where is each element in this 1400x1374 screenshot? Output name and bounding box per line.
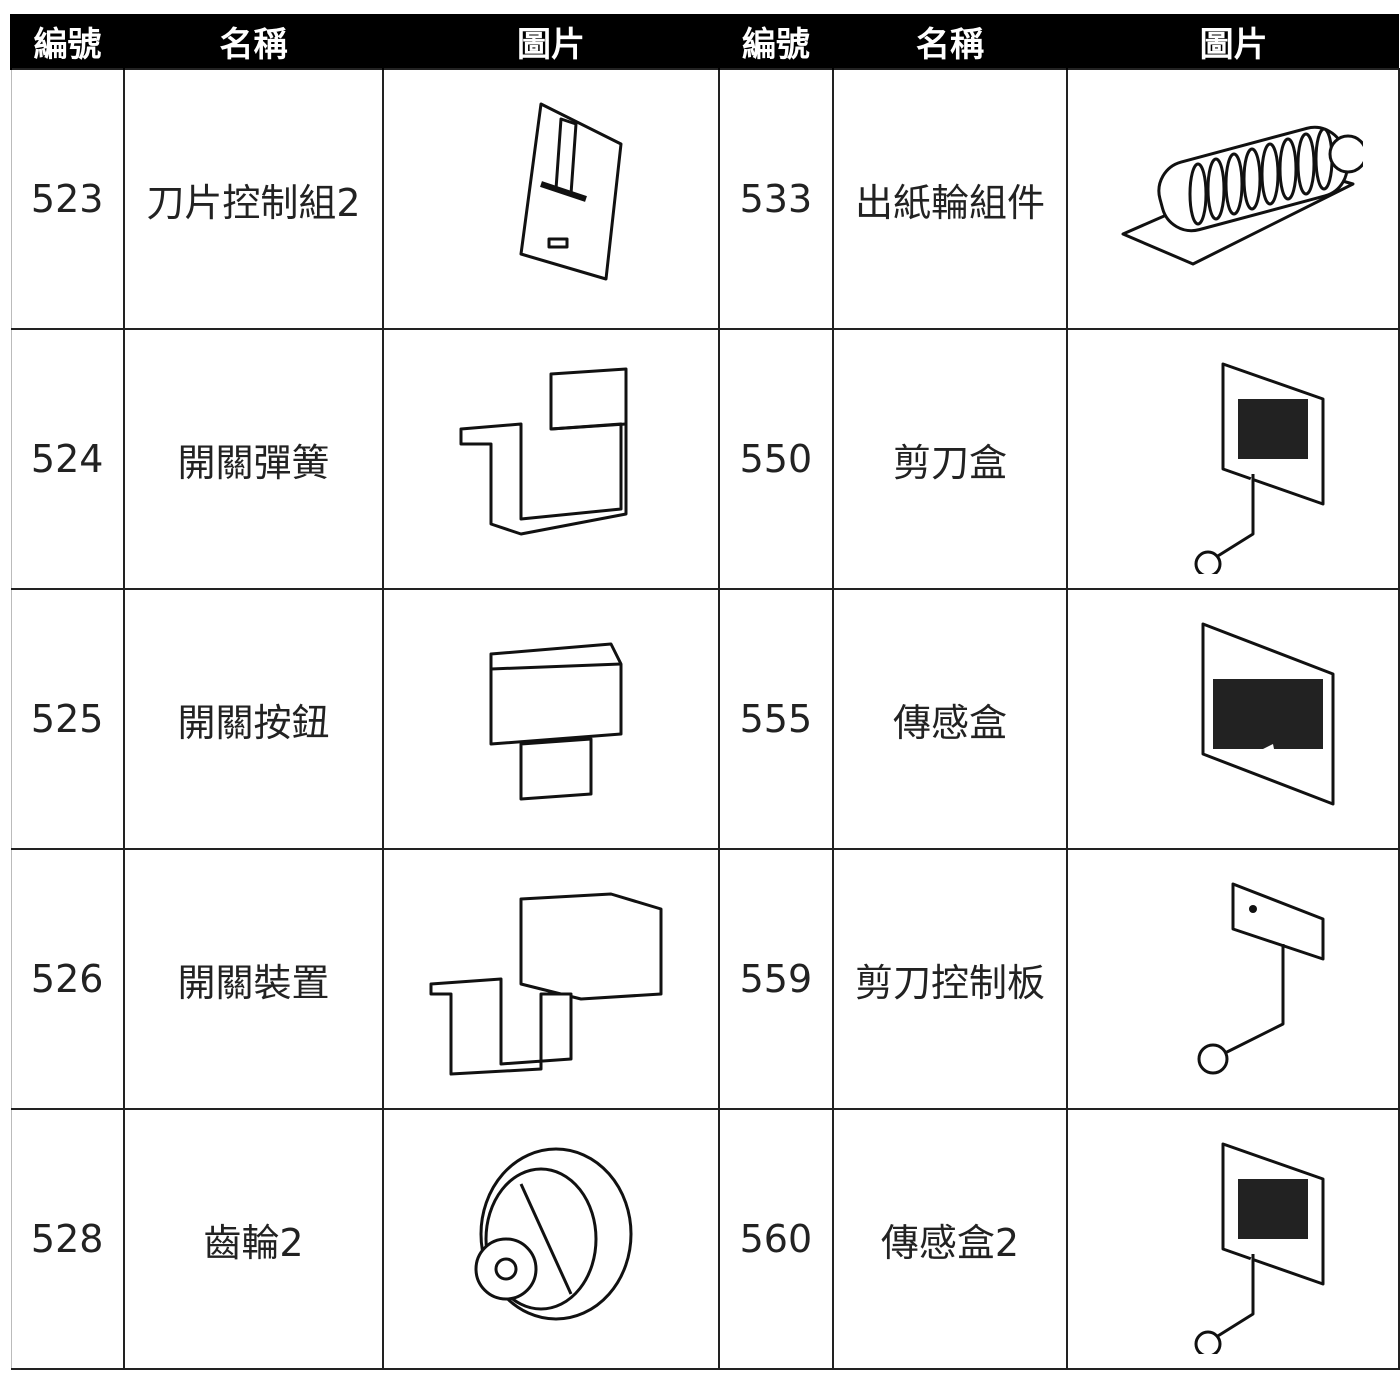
header-cell: 編號: [717, 14, 833, 69]
part-name: 出紙輪組件: [831, 68, 1069, 330]
table-row: 528 齒輪2 560 傳感盒2: [10, 1108, 1400, 1370]
part-drawing: [429, 892, 663, 1076]
part-name: 齒輪2: [122, 1108, 385, 1370]
part-drawing: [1121, 125, 1364, 266]
header-cell: 圖片: [1066, 14, 1399, 69]
table-row: 525 開關按鈕 555 傳感盒: [10, 588, 1400, 850]
part-image: [1066, 1108, 1400, 1370]
part-drawing: [489, 642, 623, 801]
part-name: 開關按鈕: [122, 588, 385, 850]
part-name: 開關裝置: [122, 848, 385, 1110]
part-number: 525: [10, 588, 125, 850]
parts-table: 編號 名稱 圖片 編號 名稱 圖片 523 刀片控制組2 533 出紙輪組件 524 開關彈簧 550…: [10, 14, 1400, 1370]
header-cell: 圖片: [382, 14, 719, 69]
part-number: 533: [717, 68, 834, 330]
header-row: 編號 名稱 圖片 編號 名稱 圖片: [10, 14, 1399, 69]
part-drawing: [1194, 362, 1325, 574]
part-name: 傳感盒2: [831, 1108, 1069, 1370]
part-number: 526: [10, 848, 125, 1110]
table-body: 523 刀片控制組2 533 出紙輪組件 524 開關彈簧 550 剪刀盒 525 開關按鈕 555…: [10, 68, 1400, 1370]
part-image: [1066, 848, 1400, 1110]
part-number: 555: [717, 588, 834, 850]
part-number: 524: [10, 328, 125, 590]
part-image: [1066, 68, 1400, 330]
part-drawing: [1194, 1142, 1325, 1354]
table-row: 526 開關裝置 559 剪刀控制板: [10, 848, 1400, 1110]
part-name: 開關彈簧: [122, 328, 385, 590]
part-number: 550: [717, 328, 834, 590]
part-name: 傳感盒: [831, 588, 1069, 850]
table-row: 524 開關彈簧 550 剪刀盒: [10, 328, 1400, 590]
header-cell: 名稱: [122, 14, 384, 69]
part-image: [382, 328, 720, 590]
part-drawing: [1201, 622, 1335, 806]
part-number: 560: [717, 1108, 834, 1370]
part-image: [382, 588, 720, 850]
header-cell: 名稱: [831, 14, 1068, 69]
part-name: 剪刀控制板: [831, 848, 1069, 1110]
part-image: [382, 1108, 720, 1370]
part-drawing: [519, 102, 623, 281]
table-row: 523 刀片控制組2 533 出紙輪組件: [10, 68, 1400, 330]
header-cell: 編號: [10, 14, 124, 69]
part-image: [1066, 328, 1400, 590]
part-drawing: [474, 1147, 633, 1321]
part-number: 523: [10, 68, 125, 330]
part-image: [382, 68, 720, 330]
part-number: 559: [717, 848, 834, 1110]
part-drawing: [1197, 882, 1325, 1075]
part-image: [1066, 588, 1400, 850]
part-number: 528: [10, 1108, 125, 1370]
part-image: [382, 848, 720, 1110]
part-drawing: [459, 367, 628, 536]
part-name: 刀片控制組2: [122, 68, 385, 330]
part-name: 剪刀盒: [831, 328, 1069, 590]
